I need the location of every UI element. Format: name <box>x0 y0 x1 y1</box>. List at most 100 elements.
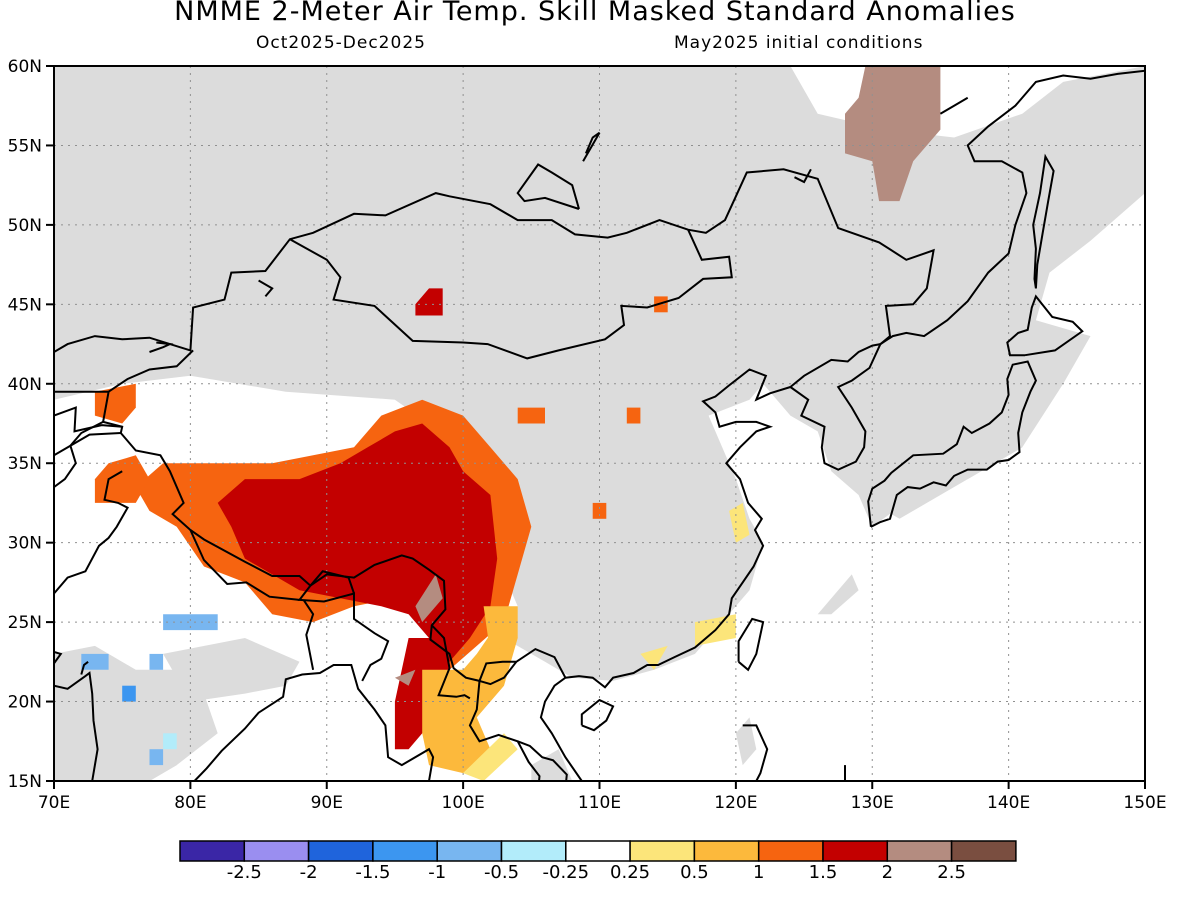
coastline-border <box>258 279 274 298</box>
anomaly-region <box>149 749 164 766</box>
coastline-border <box>580 698 615 732</box>
map-title: NMME 2-Meter Air Temp. Skill Masked Stan… <box>174 0 1016 27</box>
coastline-border <box>517 740 568 781</box>
lon-tick-label: 70E <box>38 793 70 813</box>
lat-tick-label: 55N <box>8 136 42 156</box>
masked-area <box>531 749 573 781</box>
coastline-border <box>54 168 935 353</box>
anomaly-region <box>483 606 518 654</box>
lat-tick-label: 45N <box>8 295 42 315</box>
coastline-border <box>80 661 89 675</box>
masked-area <box>885 415 1023 519</box>
coastline-border <box>789 69 1145 471</box>
anomaly-region <box>640 645 668 670</box>
colorbar-swatch <box>822 840 889 862</box>
anomaly-region <box>163 733 177 750</box>
colorbar-label: -1 <box>428 862 447 883</box>
coastline-border <box>794 168 812 184</box>
lat-tick-label: 15N <box>8 772 42 792</box>
coastline-border <box>1032 153 1055 289</box>
lat-tick-label: 60N <box>8 57 42 77</box>
anomaly-region <box>517 407 545 424</box>
colorbar-swatch <box>179 840 246 862</box>
anomaly-region <box>626 407 641 424</box>
masked-area <box>54 645 218 781</box>
masked-area <box>967 288 1036 337</box>
coastline-border <box>149 341 174 353</box>
colorbar-label: 0.5 <box>680 862 709 883</box>
lon-tick-label: 80E <box>174 793 206 813</box>
coastline-border <box>582 131 601 162</box>
coastline-border <box>939 96 969 115</box>
colorbar-swatch <box>243 840 310 862</box>
masked-area <box>735 717 757 766</box>
coastline-border <box>302 599 315 670</box>
coastline-border <box>479 661 518 686</box>
anomaly-region <box>592 502 607 519</box>
lat-tick-label: 20N <box>8 693 42 713</box>
colorbar-label: 2.5 <box>937 862 966 883</box>
colorbar-label: -2 <box>299 862 318 883</box>
lon-tick-label: 90E <box>311 793 343 813</box>
colorbar-swatch <box>886 840 953 862</box>
colorbar-label: 2 <box>881 862 894 883</box>
initial-conditions: May2025 initial conditions <box>674 33 924 53</box>
coastline-border <box>54 644 63 664</box>
coastline-border <box>1006 294 1084 357</box>
masked-area <box>163 638 300 702</box>
anomaly-region <box>415 288 443 316</box>
colorbar-label: -1.5 <box>355 862 391 883</box>
coastline-border <box>309 570 355 594</box>
colorbar-swatch <box>693 840 760 862</box>
coastline-border <box>54 671 99 781</box>
colorbar-label: 1.5 <box>808 862 838 883</box>
lon-tick-label: 120E <box>714 793 757 813</box>
coastline-border <box>539 368 791 781</box>
coastline-border <box>101 349 567 683</box>
anomaly-region <box>122 685 136 702</box>
colorbar-swatch <box>500 840 567 862</box>
colorbar-swatch <box>757 840 824 862</box>
anomaly-region <box>81 653 109 670</box>
coastline-border <box>54 421 104 488</box>
anomaly-region <box>845 66 941 202</box>
masked-area <box>108 733 177 781</box>
anomaly-region <box>94 455 150 503</box>
lat-tick-label: 50N <box>8 216 42 236</box>
colorbar-label: 0.25 <box>610 862 651 883</box>
coastline-border <box>737 617 765 672</box>
lat-tick-label: 35N <box>8 454 42 474</box>
lat-tick-label: 30N <box>8 534 42 554</box>
coastline-border <box>742 724 769 781</box>
lon-tick-label: 110E <box>578 793 621 813</box>
colorbar-label: -0.25 <box>542 862 590 883</box>
coastline-border <box>297 584 390 682</box>
coastline-border <box>54 406 123 433</box>
lat-tick-label: 25N <box>8 613 42 633</box>
lon-tick-label: 130E <box>851 793 894 813</box>
lat-tick-label: 40N <box>8 375 42 395</box>
coastline-border <box>193 664 435 781</box>
coastline-border <box>431 624 471 700</box>
colorbar-label: 1 <box>752 862 765 883</box>
anomaly-region <box>729 502 750 543</box>
colorbar-swatch <box>372 840 438 862</box>
forecast-period: Oct2025-Dec2025 <box>256 33 426 53</box>
lon-tick-label: 140E <box>987 793 1030 813</box>
anomaly-region <box>163 614 218 631</box>
coastline-border <box>289 229 733 360</box>
anomaly-region <box>463 733 518 781</box>
coastline-border <box>789 343 881 388</box>
colorbar-label: -2.5 <box>226 862 262 883</box>
coastline-border <box>54 470 129 595</box>
colorbar-swatch <box>565 840 631 862</box>
anomaly-region <box>394 669 416 686</box>
anomaly-region <box>415 574 443 623</box>
coastline-border <box>516 163 580 210</box>
coastline-border <box>189 529 300 601</box>
colorbar-swatch <box>307 840 374 862</box>
coastline-border <box>867 360 1038 528</box>
anomaly-region <box>422 614 518 774</box>
colorbar-label: -0.5 <box>483 862 520 883</box>
masked-area <box>817 574 859 615</box>
